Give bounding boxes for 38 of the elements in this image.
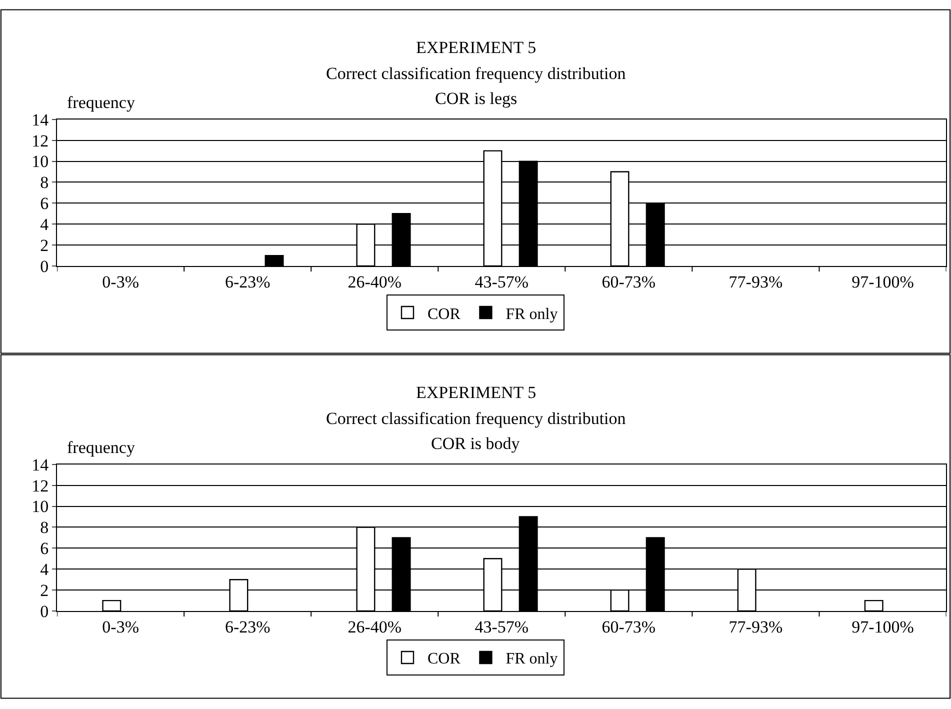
chart-subtitle: Correct classification frequency distribution COR is legs (326, 64, 626, 108)
x-tick-label: 26-40% (348, 272, 402, 292)
y-tick-label: 4 (40, 215, 50, 234)
chart-title: EXPERIMENT 5 (416, 383, 536, 402)
x-tick-label: 6-23% (224, 272, 270, 292)
legend-label: COR (428, 306, 461, 323)
x-tick-label: 60-73% (602, 617, 656, 636)
y-axis-title: frequency (67, 438, 136, 457)
y-tick-label: 0 (40, 602, 49, 621)
y-tick-label: 10 (32, 497, 49, 516)
y-tick-label: 14 (32, 455, 50, 474)
y-tick-label: 6 (40, 194, 49, 214)
y-tick-label: 4 (40, 560, 50, 580)
x-tick-label: 77-93% (728, 272, 783, 292)
x-tick-label: 77-93% (728, 617, 783, 636)
x-tick-label: 60-73% (602, 272, 656, 292)
chart-title: EXPERIMENT 5 (416, 38, 536, 57)
y-tick-label: 6 (40, 539, 49, 558)
x-tick-label: 43-57% (474, 617, 529, 636)
x-tick-label: 26-40% (348, 617, 402, 636)
x-tick-label: 97-100% (852, 272, 914, 292)
y-tick-label: 2 (40, 581, 49, 600)
y-tick-label: 12 (32, 476, 49, 496)
y-tick-label: 0 (40, 256, 49, 276)
x-tick-label: 6-23% (224, 617, 270, 636)
legend-label: FR only (506, 306, 558, 323)
y-tick-label: 14 (32, 110, 50, 130)
y-tick-label: 8 (40, 518, 49, 538)
x-tick-label: 97-100% (852, 617, 914, 636)
x-tick-label: 43-57% (474, 272, 529, 292)
y-tick-label: 8 (40, 173, 49, 192)
y-tick-label: 2 (40, 236, 49, 256)
y-axis-title: frequency (67, 93, 136, 112)
y-tick-label: 10 (32, 152, 49, 172)
x-tick-label: 0-3% (102, 272, 139, 292)
y-tick-label: 12 (32, 131, 49, 150)
chart-subtitle: Correct classification frequency distribution COR is body (326, 409, 626, 453)
x-tick-label: 0-3% (102, 617, 139, 636)
